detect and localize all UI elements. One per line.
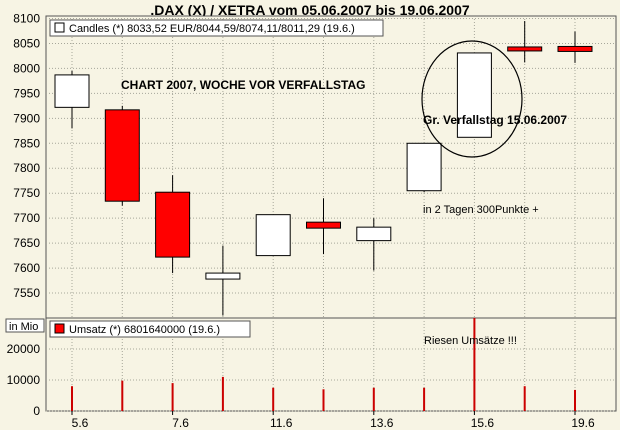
x-tick-label: 11.6 bbox=[270, 416, 293, 430]
expiry-note: Gr. Verfallstag 15.06.2007 bbox=[423, 113, 567, 127]
candle-body bbox=[306, 221, 341, 229]
volume-bars bbox=[71, 318, 576, 411]
price-tick-label: 7900 bbox=[13, 111, 40, 125]
price-tick-label: 7950 bbox=[13, 86, 40, 100]
x-tick-label: 19.6 bbox=[571, 416, 595, 430]
volume-bar bbox=[272, 387, 275, 411]
price-tick-label: 7800 bbox=[13, 161, 40, 175]
price-legend bbox=[49, 19, 384, 37]
price-y-axis: 7550 7600 7650 7700 7750 7800 7850 7900 7950 8000… bbox=[13, 11, 40, 300]
volume-bar bbox=[121, 380, 124, 411]
gain-note: in 2 Tagen 300Punkte + bbox=[423, 204, 539, 216]
price-tick-label: 7550 bbox=[13, 286, 40, 300]
chart-title: .DAX (X) / XETRA vom 05.06.2007 bis 19.0… bbox=[150, 2, 470, 18]
volume-unit-box bbox=[5, 318, 45, 333]
volume-bar bbox=[473, 318, 476, 411]
candle-body bbox=[155, 191, 191, 258]
price-tick-label: 8100 bbox=[13, 11, 40, 25]
price-tick-label: 7750 bbox=[13, 186, 40, 200]
volume-y-axis: 0 10000 20000 bbox=[7, 342, 41, 418]
x-tick-label: 13.6 bbox=[370, 416, 394, 430]
x-tick-label: 7.6 bbox=[172, 416, 189, 430]
volume-bar bbox=[372, 387, 375, 411]
x-axis: 5.6 7.6 11.6 13.6 15.6 19.6 bbox=[71, 411, 595, 430]
volume-bar bbox=[423, 387, 426, 411]
candle-body bbox=[255, 214, 291, 257]
volume-bar bbox=[574, 389, 576, 411]
volume-bar bbox=[523, 386, 526, 411]
volume-unit-label: in Mio bbox=[9, 321, 38, 333]
x-tick-label: 15.6 bbox=[471, 416, 495, 430]
volume-legend-label: Umsatz (*) 6801640000 (19.6.) bbox=[69, 324, 220, 336]
highlight-ellipse bbox=[421, 40, 523, 158]
price-legend-label: Candles (*) 8033,52 EUR/8044,59/8074,11/… bbox=[69, 23, 355, 35]
volume-tick-label: 10000 bbox=[7, 373, 41, 387]
volume-note: Riesen Umsätze !!! bbox=[424, 335, 517, 347]
volume-bar bbox=[71, 386, 73, 411]
volume-legend bbox=[49, 320, 251, 338]
volume-bar bbox=[322, 389, 325, 411]
week-note: CHART 2007, WOCHE VOR VERFALLSTAG bbox=[121, 78, 365, 92]
candles bbox=[54, 20, 593, 316]
candle-body bbox=[406, 142, 442, 192]
volume-bar bbox=[221, 376, 224, 411]
candle-body bbox=[356, 226, 392, 242]
candle-body bbox=[205, 272, 241, 280]
price-tick-label: 8050 bbox=[13, 36, 40, 50]
candle-body bbox=[104, 109, 140, 202]
price-tick-label: 7650 bbox=[13, 236, 40, 250]
volume-legend-swatch bbox=[54, 323, 65, 334]
candle-body bbox=[557, 45, 593, 52]
price-tick-label: 7850 bbox=[13, 136, 40, 150]
volume-tick-label: 0 bbox=[33, 404, 40, 418]
price-tick-label: 7600 bbox=[13, 261, 40, 275]
candle-body bbox=[54, 74, 90, 108]
volume-tick-label: 20000 bbox=[7, 342, 41, 356]
candle-body bbox=[456, 52, 492, 138]
volume-bar bbox=[171, 383, 174, 411]
x-tick-label: 5.6 bbox=[72, 416, 89, 430]
candle-legend-swatch bbox=[54, 22, 65, 33]
price-tick-label: 7700 bbox=[13, 211, 40, 225]
candle-body bbox=[507, 46, 543, 52]
price-tick-label: 8000 bbox=[13, 61, 40, 75]
